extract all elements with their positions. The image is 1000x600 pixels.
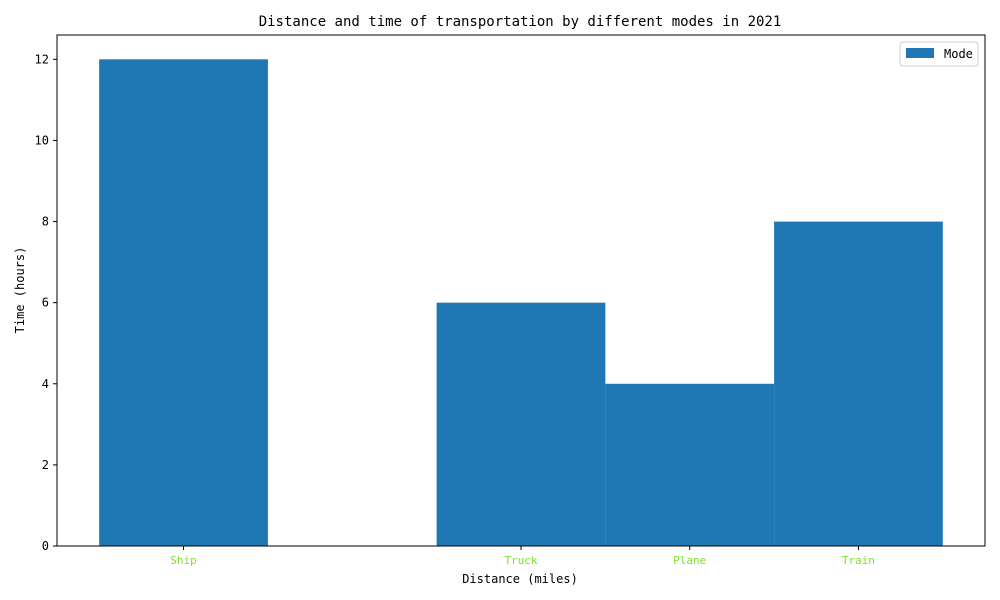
- x-tick-label: Ship: [170, 554, 197, 567]
- bars-group: [99, 59, 943, 546]
- bar-ship: [99, 59, 268, 546]
- bar-train: [774, 222, 943, 546]
- legend: Mode: [900, 42, 978, 66]
- chart-title: Distance and time of transportation by d…: [259, 14, 782, 30]
- y-tick-label: 8: [42, 215, 49, 229]
- y-tick-label: 2: [42, 458, 49, 472]
- y-tick-label: 10: [35, 133, 49, 147]
- y-tick-label: 4: [42, 377, 49, 391]
- x-tick-label: Truck: [504, 554, 537, 567]
- y-tick-label: 0: [42, 539, 49, 553]
- legend-label: Mode: [944, 47, 973, 61]
- x-tick-label: Train: [842, 554, 875, 567]
- bar-truck: [437, 303, 606, 546]
- legend-swatch: [906, 48, 934, 58]
- x-axis-label: Distance (miles): [462, 572, 578, 586]
- y-tick-label: 6: [42, 296, 49, 310]
- bar-plane: [605, 384, 774, 546]
- y-tick-label: 12: [35, 52, 49, 66]
- x-ticks: Ship Truck Plane Train: [170, 546, 875, 567]
- y-ticks: 0 2 4 6 8 10 12: [35, 52, 57, 553]
- x-tick-label: Plane: [673, 554, 706, 567]
- y-axis-label: Time (hours): [13, 247, 27, 334]
